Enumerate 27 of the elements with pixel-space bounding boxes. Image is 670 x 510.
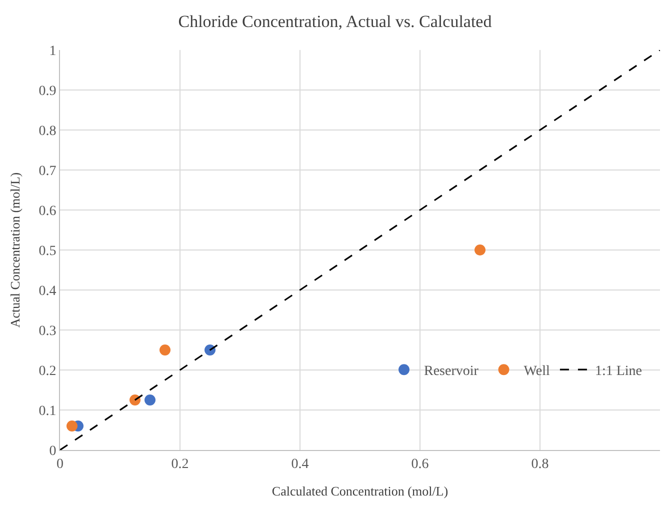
y-tick-label: 0 <box>49 444 56 459</box>
y-tick-label: 0.5 <box>38 244 56 259</box>
x-tick-label: 0.8 <box>531 456 549 472</box>
point <box>160 344 170 356</box>
x-axis-title: Calculated Concentration (mol/L) <box>272 483 448 498</box>
point <box>474 244 486 256</box>
point <box>66 420 78 432</box>
point <box>130 394 140 406</box>
y-tick-label: 0.1 <box>38 404 56 419</box>
y-tick-label: 1 <box>49 44 56 59</box>
y-tick-label: 0.3 <box>38 324 56 339</box>
legend-label: 1:1 Line <box>594 364 642 380</box>
point <box>144 394 156 406</box>
y-tick-label: 0.6 <box>38 204 56 219</box>
x-tick-label: 0.6 <box>411 456 429 472</box>
point <box>204 344 216 356</box>
chart-title: Chloride Concentration, Actual vs. Calculated <box>178 12 492 32</box>
legend-label: Reservoir <box>424 364 479 380</box>
y-tick-label: 0.7 <box>38 164 56 179</box>
y-tick-label: 0.8 <box>38 124 56 139</box>
x-tick-label: 0.2 <box>171 456 189 472</box>
y-axis-title: Actual Concentration (mol/L) <box>8 172 23 328</box>
x-tick-label: 0.4 <box>291 456 309 472</box>
y-tick-label: 0.9 <box>38 84 56 99</box>
legend-label: Well <box>524 364 550 380</box>
y-tick-label: 0.4 <box>38 284 56 299</box>
y-tick-label: 0.2 <box>38 364 56 379</box>
